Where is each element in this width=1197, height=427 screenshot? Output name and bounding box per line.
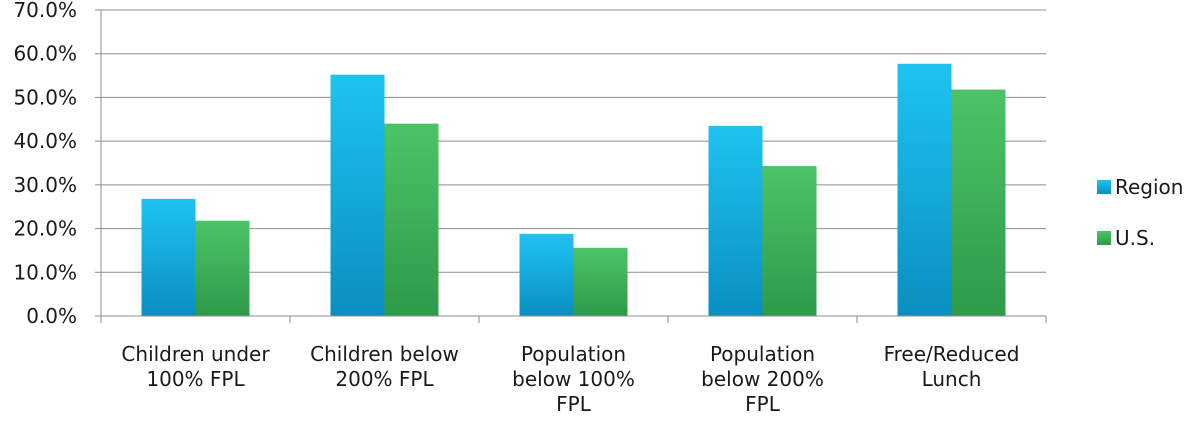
y-tick-label: 50.0% bbox=[13, 85, 77, 109]
y-tick-label: 40.0% bbox=[13, 129, 77, 153]
bar-region-3 bbox=[519, 233, 574, 316]
bar-us-2 bbox=[384, 123, 439, 317]
legend-label: Region bbox=[1115, 175, 1183, 199]
bar-region-5 bbox=[897, 63, 952, 316]
y-tick-label: 20.0% bbox=[13, 217, 77, 241]
bar-us-3 bbox=[573, 247, 628, 316]
category-label: Children under 100% FPL bbox=[121, 342, 270, 391]
category-label: Population below 100% FPL bbox=[512, 342, 635, 416]
bar-us-1 bbox=[195, 220, 250, 316]
x-axis bbox=[100, 10, 1047, 323]
y-tick-label: 60.0% bbox=[13, 42, 77, 66]
bar-region-1 bbox=[141, 198, 196, 316]
y-axis-ticks: 0.0% 10.0% 20.0% 30.0% 40.0% 50.0% 60.0% 70.0% bbox=[13, 0, 101, 328]
category-label: Population below 200% FPL bbox=[701, 342, 824, 416]
y-tick-label: 0.0% bbox=[26, 304, 77, 328]
bar-us-5 bbox=[951, 89, 1006, 316]
y-tick-label: 70.0% bbox=[13, 0, 77, 22]
bar-region-2 bbox=[330, 74, 385, 316]
category-labels: Children under 100% FPL Children below 200%… bbox=[121, 342, 1019, 416]
bars bbox=[141, 63, 1006, 317]
legend-swatch bbox=[1097, 231, 1111, 245]
legend-swatch bbox=[1097, 180, 1111, 194]
bar-us-4 bbox=[762, 166, 817, 316]
category-label: Free/Reduced Lunch bbox=[884, 342, 1020, 391]
bar-region-4 bbox=[708, 125, 763, 316]
y-tick-label: 10.0% bbox=[13, 260, 77, 284]
gridlines bbox=[101, 9, 1046, 273]
legend-label: U.S. bbox=[1115, 226, 1155, 250]
category-label: Children below 200% FPL bbox=[310, 342, 459, 391]
legend: Region U.S. bbox=[1097, 175, 1183, 250]
y-tick-label: 30.0% bbox=[13, 173, 77, 197]
